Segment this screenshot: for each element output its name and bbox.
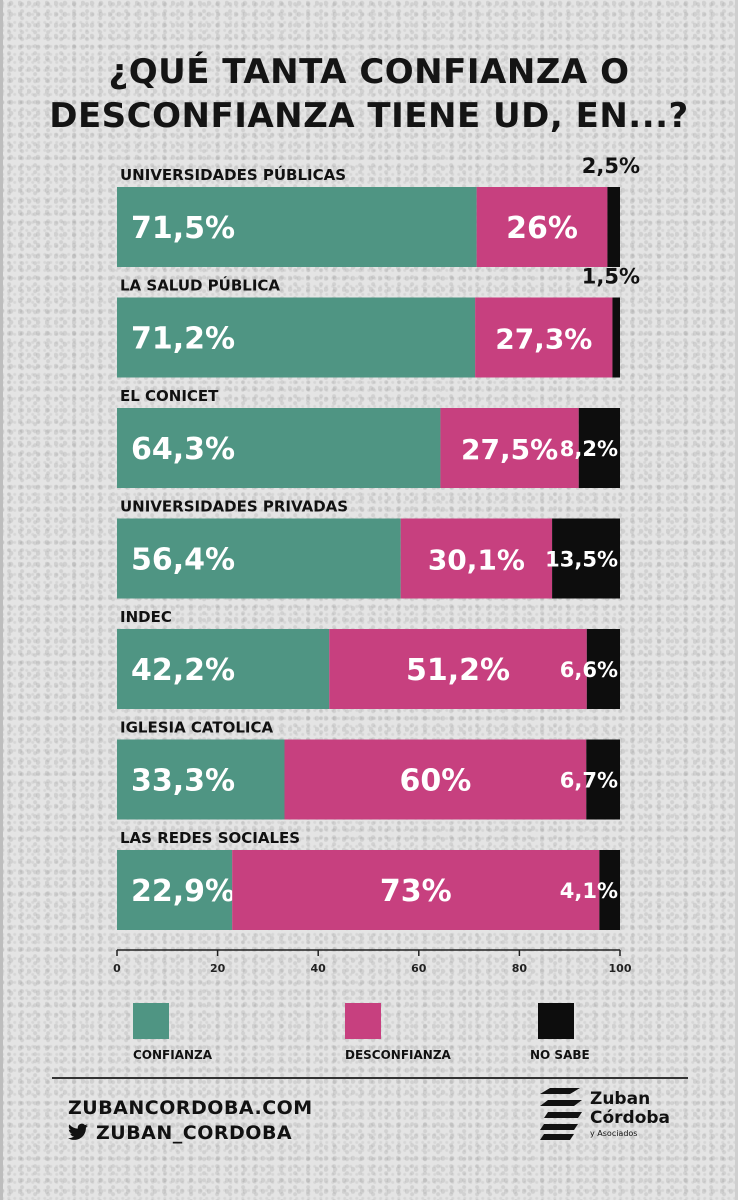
data-label-desconfianza: 60% [399,764,471,799]
data-label-no-sabe: 4,1% [560,879,618,903]
logo-text-zuban: Zuban [590,1089,651,1109]
bar-confianza [117,187,477,267]
twitter-bird-icon [68,1123,88,1140]
legend-label-desconfianza: DESCONFIANZA [345,1048,451,1062]
bar-confianza [117,297,476,378]
data-label-no-sabe: 6,7% [560,769,618,793]
bar-desconfianza [329,629,587,709]
x-tick-label: 0 [113,962,121,975]
x-tick-label: 100 [609,962,632,975]
chart-title: ¿QUÉ TANTA CONFIANZA O DESCONFIANZA TIEN… [49,52,689,136]
zuban-cordoba-logo-mark [540,1088,582,1140]
data-label-no-sabe: 2,5% [582,154,640,178]
bar-confianza [117,850,233,930]
category-label: LAS REDES SOCIALES [120,829,300,847]
data-label-confianza: 22,9% [131,874,235,909]
legend: CONFIANZA DESCONFIANZA NO SABE [0,1000,738,1070]
category-label: UNIVERSIDADES PRIVADAS [120,498,348,516]
x-tick-label: 80 [512,962,528,975]
legend-swatch-desconfianza [345,1003,381,1039]
bar-no-sabe [578,408,620,488]
bar-confianza [117,629,330,709]
bar-confianza [117,518,401,599]
data-label-desconfianza: 27,3% [495,323,592,356]
data-label-no-sabe: 8,2% [560,437,618,461]
data-label-no-sabe: 1,5% [582,265,640,289]
category-label: EL CONICET [120,387,219,405]
data-label-no-sabe: 13,5% [545,548,618,572]
category-label: INDEC [120,608,172,626]
data-label-confianza: 71,2% [131,322,235,357]
stacked-bar-chart: 0 20 40 60 80 100 UNIVERSIDADES PÚBLICAS 71,5% 2… [113,154,640,975]
bar-desconfianza [440,408,579,488]
bar-desconfianza [476,187,608,267]
website-link[interactable]: ZUBANCORDOBA.COM [68,1097,313,1119]
bar-confianza [117,739,285,820]
logo-text-asociados: y Asociados [590,1129,638,1138]
x-tick-label: 40 [311,962,327,975]
data-label-desconfianza: 27,5% [461,433,558,466]
bar-desconfianza [475,297,613,378]
zuban-cordoba-logo: Zuban Córdoba y Asociados [540,1088,690,1148]
bar-confianza [117,408,441,488]
data-label-confianza: 71,5% [131,211,235,246]
bar-no-sabe [586,739,620,820]
bar-no-sabe [586,629,620,709]
footer-divider [52,1077,688,1079]
data-label-desconfianza: 26% [506,211,578,246]
data-label-desconfianza: 73% [380,874,452,909]
bar-no-sabe [612,297,620,378]
twitter-handle: ZUBAN_CORDOBA [96,1122,293,1144]
category-label: IGLESIA CATOLICA [120,719,273,737]
data-label-confianza: 42,2% [131,653,235,688]
legend-swatch-confianza [133,1003,169,1039]
data-label-confianza: 64,3% [131,432,235,467]
data-label-confianza: 56,4% [131,543,235,578]
legend-label-confianza: CONFIANZA [133,1048,213,1062]
category-label: LA SALUD PÚBLICA [120,276,280,295]
bar-no-sabe [552,518,620,599]
bar-desconfianza [284,739,587,820]
category-label: UNIVERSIDADES PÚBLICAS [120,165,346,184]
legend-label-no-sabe: NO SABE [530,1048,590,1062]
data-label-confianza: 33,3% [131,764,235,799]
data-label-desconfianza: 51,2% [406,653,510,688]
data-label-desconfianza: 30,1% [428,544,525,577]
legend-swatch-no-sabe [538,1003,574,1039]
bar-no-sabe [607,187,620,267]
bar-no-sabe [599,850,620,930]
bar-desconfianza [400,518,553,599]
x-tick-label: 20 [210,962,226,975]
x-tick-label: 60 [411,962,427,975]
data-label-no-sabe: 6,6% [560,658,618,682]
logo-text-cordoba: Córdoba [590,1108,671,1128]
bar-desconfianza [232,850,600,930]
